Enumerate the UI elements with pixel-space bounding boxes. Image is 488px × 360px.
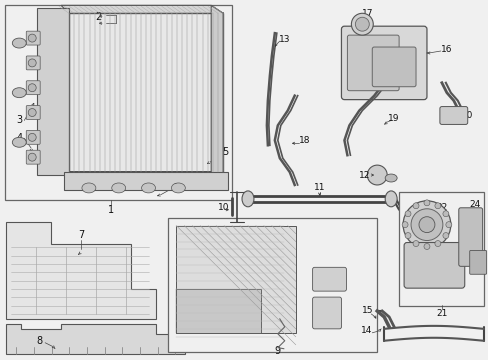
Text: 20: 20 <box>460 111 471 120</box>
Text: 7: 7 <box>78 230 84 239</box>
Circle shape <box>401 222 407 228</box>
FancyBboxPatch shape <box>26 150 40 164</box>
Circle shape <box>404 211 410 217</box>
Circle shape <box>404 233 410 239</box>
Circle shape <box>28 59 36 67</box>
Text: 4: 4 <box>16 133 22 143</box>
Circle shape <box>434 203 440 209</box>
FancyBboxPatch shape <box>469 251 486 274</box>
Text: 24: 24 <box>468 200 479 209</box>
Text: 9: 9 <box>274 346 280 356</box>
FancyBboxPatch shape <box>341 26 426 100</box>
Polygon shape <box>6 222 155 319</box>
Text: 6: 6 <box>172 183 178 193</box>
Circle shape <box>412 203 418 209</box>
Ellipse shape <box>12 38 26 48</box>
FancyBboxPatch shape <box>346 35 398 91</box>
Circle shape <box>412 240 418 247</box>
Ellipse shape <box>112 183 125 193</box>
Circle shape <box>423 200 429 206</box>
Ellipse shape <box>82 183 96 193</box>
FancyBboxPatch shape <box>312 297 341 329</box>
Bar <box>5 5 232 200</box>
Text: 10: 10 <box>218 203 229 212</box>
Text: 23: 23 <box>414 273 426 282</box>
Bar <box>64 172 227 190</box>
FancyBboxPatch shape <box>403 243 464 288</box>
Circle shape <box>445 222 451 228</box>
FancyBboxPatch shape <box>26 56 40 70</box>
Ellipse shape <box>385 174 396 182</box>
Bar <box>69 13 223 172</box>
Circle shape <box>366 165 386 185</box>
Circle shape <box>418 217 434 233</box>
FancyBboxPatch shape <box>26 130 40 144</box>
Text: 11: 11 <box>313 184 325 193</box>
Circle shape <box>355 17 368 31</box>
Text: 1: 1 <box>107 205 114 215</box>
Circle shape <box>434 240 440 247</box>
Text: 19: 19 <box>387 114 399 123</box>
Circle shape <box>28 84 36 92</box>
FancyBboxPatch shape <box>439 107 467 125</box>
Circle shape <box>442 233 448 239</box>
Polygon shape <box>6 324 185 354</box>
Text: 5: 5 <box>222 147 228 157</box>
Text: 2: 2 <box>96 12 102 22</box>
Text: 13: 13 <box>279 35 290 44</box>
Text: 17: 17 <box>361 9 372 18</box>
Text: 18: 18 <box>298 136 310 145</box>
Text: 21: 21 <box>435 310 447 319</box>
Circle shape <box>28 133 36 141</box>
Circle shape <box>423 243 429 249</box>
Circle shape <box>28 153 36 161</box>
Text: 12: 12 <box>358 171 369 180</box>
Ellipse shape <box>12 88 26 98</box>
Circle shape <box>351 13 372 35</box>
Ellipse shape <box>142 183 155 193</box>
Text: 15: 15 <box>361 306 372 315</box>
Bar <box>168 218 376 352</box>
FancyBboxPatch shape <box>26 105 40 120</box>
FancyBboxPatch shape <box>26 31 40 45</box>
FancyBboxPatch shape <box>371 47 415 87</box>
Circle shape <box>442 211 448 217</box>
Text: 14: 14 <box>360 326 371 335</box>
Ellipse shape <box>242 191 253 207</box>
Circle shape <box>410 209 442 240</box>
Bar <box>398 192 483 306</box>
Text: 3: 3 <box>16 116 22 126</box>
Bar <box>176 226 295 333</box>
Text: 8: 8 <box>36 336 42 346</box>
Ellipse shape <box>171 183 185 193</box>
Polygon shape <box>211 5 223 180</box>
Ellipse shape <box>12 137 26 147</box>
Ellipse shape <box>385 191 396 207</box>
FancyBboxPatch shape <box>26 81 40 95</box>
Bar <box>37 8 69 175</box>
Circle shape <box>402 201 450 248</box>
FancyBboxPatch shape <box>312 267 346 291</box>
Polygon shape <box>61 5 223 13</box>
Bar <box>176 289 261 333</box>
Text: 16: 16 <box>440 45 452 54</box>
Text: 22: 22 <box>435 203 447 212</box>
Circle shape <box>28 109 36 117</box>
FancyBboxPatch shape <box>458 208 482 266</box>
Circle shape <box>28 34 36 42</box>
